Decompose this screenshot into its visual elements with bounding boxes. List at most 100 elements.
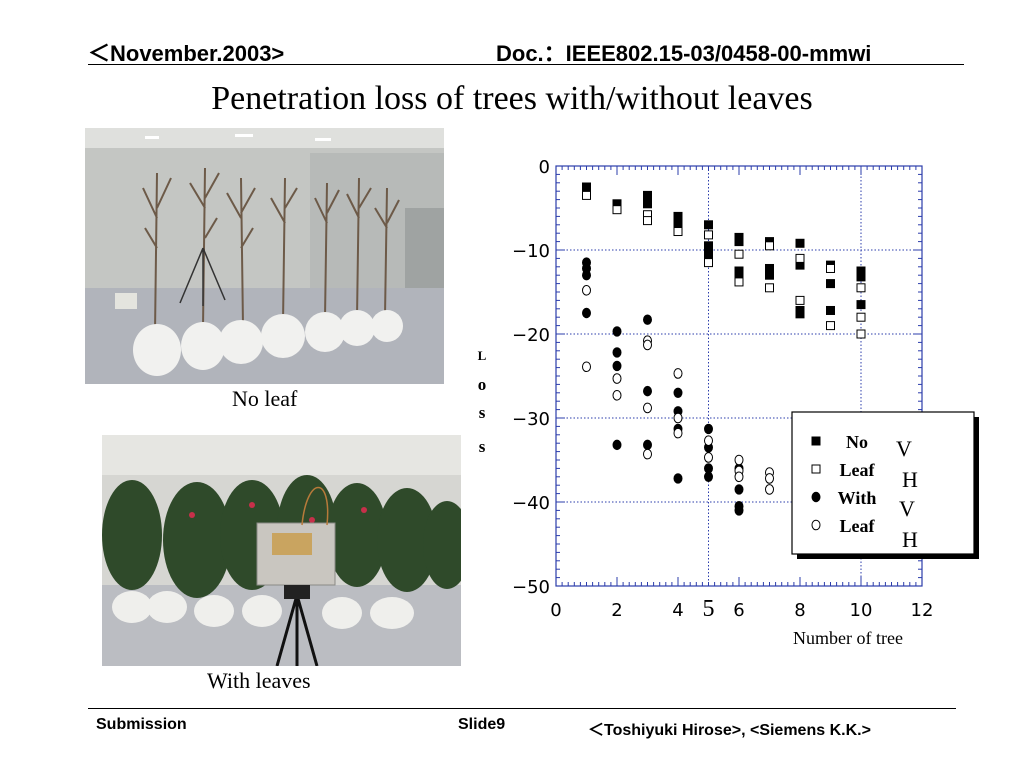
point-filled-square (643, 199, 652, 209)
point-filled-square (795, 309, 805, 319)
point-open-circle (765, 473, 774, 484)
point-open-circle (734, 454, 744, 466)
legend-label: Leaf (840, 516, 876, 536)
point-open-square (795, 253, 805, 263)
y-tick-label: −30 (512, 409, 550, 430)
point-filled-square (765, 270, 774, 280)
point-filled-square (765, 263, 774, 273)
point-filled-square (704, 249, 713, 259)
point-filled-square (704, 220, 713, 230)
caption-with-leaves: With leaves (207, 668, 311, 693)
point-open-square (704, 258, 713, 268)
legend-label: Leaf (840, 460, 876, 480)
point-open-circle (765, 484, 774, 495)
point-open-circle (643, 402, 652, 414)
point-filled-square (795, 238, 805, 248)
y-axis-title-letter: o (478, 375, 487, 394)
header-doc-id: Doc.：IEEE802.15-03/0458-00-mmwi (496, 41, 872, 66)
point-open-circle (582, 361, 591, 373)
point-filled-square (673, 221, 683, 231)
point-open-square (643, 216, 652, 226)
point-filled-circle (734, 484, 744, 495)
point-filled-square (734, 270, 744, 280)
footer-author: ＜Toshiyuki Hirose>, <Siemens K.K.> (588, 722, 871, 739)
point-filled-circle (582, 270, 591, 281)
x-tick-label: 2 (611, 600, 622, 621)
point-filled-circle (734, 505, 744, 516)
x-tick-label: 8 (794, 600, 805, 621)
point-filled-square (856, 300, 866, 310)
legend-polarization: V (896, 436, 912, 461)
x-axis-title: Number of tree (793, 628, 903, 648)
legend-polarization: H (902, 527, 918, 552)
point-open-circle (673, 368, 683, 379)
photo-with-leaves (102, 435, 461, 666)
y-tick-label: −50 (512, 577, 550, 598)
point-open-circle (582, 285, 591, 296)
point-open-square (856, 283, 866, 293)
caption-no-leaf: No leaf (232, 386, 298, 411)
point-filled-circle (612, 326, 622, 337)
point-filled-square (673, 211, 683, 221)
legend-polarization: V (899, 496, 915, 521)
point-filled-square (856, 266, 866, 276)
point-filled-circle (612, 347, 622, 358)
point-filled-circle (612, 439, 622, 451)
point-open-square (811, 464, 821, 474)
point-open-circle (612, 373, 622, 384)
header-date: ＜November.2003> (88, 41, 285, 66)
point-filled-circle (704, 423, 713, 435)
point-open-circle (734, 471, 744, 483)
point-open-circle (673, 427, 683, 439)
point-open-circle (643, 339, 652, 351)
point-open-square (734, 249, 744, 259)
point-filled-square (826, 305, 835, 315)
y-axis-title-letter: s (479, 403, 486, 422)
point-filled-circle (673, 473, 683, 484)
point-filled-circle (582, 307, 591, 319)
point-open-square (673, 227, 683, 237)
footer-rule (88, 708, 956, 709)
legend-box (791, 411, 975, 555)
point-filled-circle (704, 463, 713, 474)
point-open-circle (612, 390, 622, 401)
point-filled-square (704, 241, 713, 251)
y-axis-title-letter: L (478, 348, 487, 363)
point-open-square (856, 312, 866, 322)
point-filled-circle (643, 385, 652, 397)
point-open-square (826, 321, 835, 331)
legend-label: No (846, 432, 868, 452)
point-filled-circle (673, 387, 683, 398)
point-filled-circle (643, 314, 652, 325)
y-axis-title-letter: s (479, 437, 486, 456)
point-filled-circle (811, 491, 821, 503)
header-rule (88, 64, 964, 65)
point-open-square (826, 263, 835, 273)
y-tick-label: −10 (512, 241, 550, 262)
x-extra-label: 5 (703, 596, 715, 622)
point-open-square (704, 230, 713, 240)
point-open-square (795, 295, 805, 305)
point-open-square (856, 329, 866, 339)
y-tick-label: 0 (539, 157, 550, 178)
x-tick-label: 6 (733, 600, 744, 621)
point-open-circle (704, 435, 713, 446)
point-filled-square (856, 272, 866, 282)
point-open-square (765, 241, 774, 251)
point-open-circle (673, 412, 683, 424)
point-open-square (612, 205, 622, 215)
chart-points (582, 182, 866, 516)
legend-polarization: H (902, 467, 918, 492)
point-filled-circle (612, 360, 622, 372)
point-open-circle (704, 452, 713, 463)
x-tick-label: 10 (850, 600, 873, 621)
point-filled-square (811, 436, 821, 446)
x-tick-label: 0 (550, 600, 561, 621)
y-tick-label: −20 (512, 325, 550, 346)
photo-no-leaf (85, 128, 444, 384)
point-open-circle (811, 519, 821, 531)
x-tick-label: 4 (672, 600, 683, 621)
